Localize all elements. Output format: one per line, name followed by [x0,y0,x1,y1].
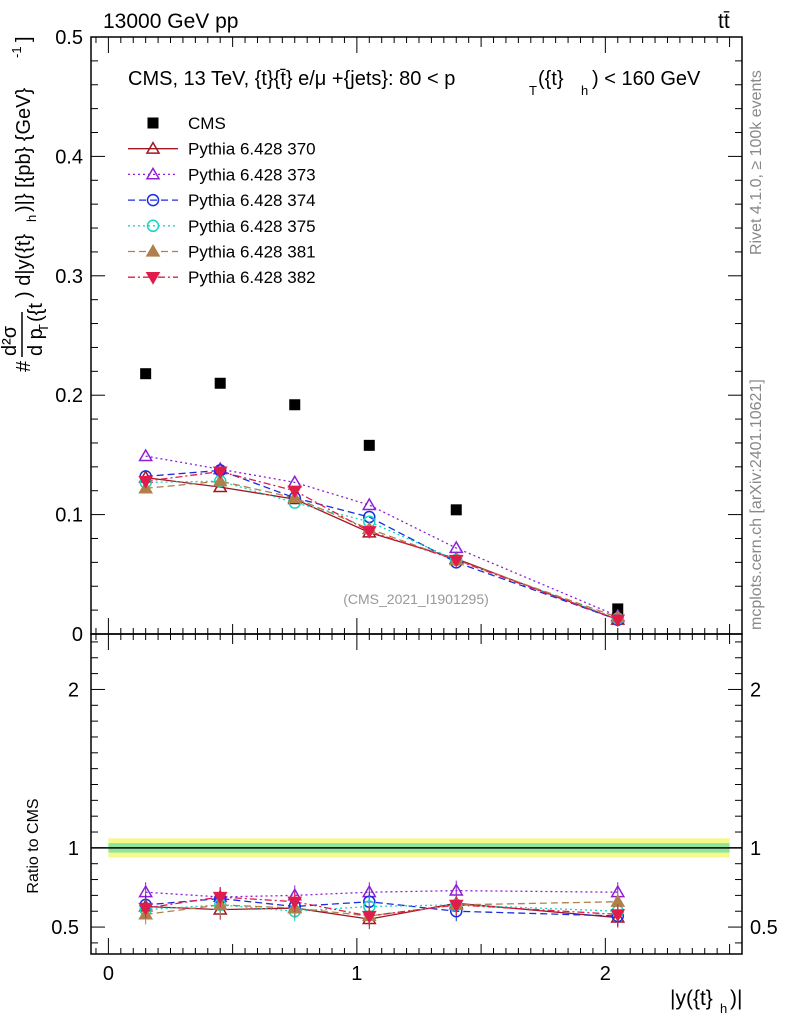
ratio-y-tick-label-right: 2 [750,679,761,701]
legend-pythia-6-428-375-marker [146,219,160,233]
main-pythia-6-428-382-point [212,466,228,480]
legend-pythia-6-428-375-label: Pythia 6.428 375 [188,217,316,236]
title-sub-h: h [581,83,588,98]
main-cms-point [140,368,152,380]
y-label-rest: ) d|y({t} [13,234,35,298]
main-pythia-6-428-382-line [145,470,618,621]
main-pythia-6-428-382-point [610,614,626,628]
main-pythia-6-428-382-point [361,526,377,539]
x-tick-label: 1 [351,963,362,985]
title-end: ) < 160 GeV [592,68,701,90]
mcplots-label: mcplots.cern.ch [arXiv:2401.10621] [748,379,765,630]
ratio-y-tick-label-left: 1 [68,838,79,860]
x-tick-label: 0 [103,963,114,985]
legend-pythia-6-428-382-marker [145,272,161,285]
title-sub-t: T [529,83,537,98]
ratio-pythia-6-428-373-line [145,889,618,898]
ratio-pythia-6-428-382-point [610,909,626,922]
main-y-tick-label: 0.2 [55,385,83,407]
y-label-denominator-sub: T [36,324,51,332]
legend-pythia-6-428-373-label: Pythia 6.428 373 [188,165,316,184]
y-label-rest-sub: h [24,215,39,222]
main-pythia-6-428-373-point [448,540,464,554]
main-pythia-6-428-382-point [448,554,464,568]
main-pythia-6-428-374-line [145,469,618,621]
legend-pythia-6-428-370-label: Pythia 6.428 370 [188,140,316,159]
main-pythia-6-428-373-point [138,448,154,462]
y-label-numerator: d²σ [0,325,21,356]
main-cms-point [214,377,226,389]
main-pythia-6-428-373-point [287,474,303,488]
ratio-y-tick-label-right: 1 [750,838,761,860]
main-cms-point [363,439,375,451]
ratio-pythia-6-428-382-point [138,902,154,916]
ratio-pythia-6-428-370-line [145,902,618,920]
ratio-pythia-6-428-382-point [361,910,377,924]
main-y-tick-label: 0.4 [55,146,83,168]
main-y-tick-label: 0.1 [55,505,83,527]
title-main: CMS, 13 TeV, {t}{t̄} e/μ +{jets}: 80 < p [128,68,455,90]
ratio-y-tick-label-right: 0.5 [750,917,778,939]
x-tick-label: 2 [600,963,611,985]
ratio-y-axis-label: Ratio to CMS [25,798,42,893]
legend-pythia-6-428-370-marker [145,141,161,154]
ratio-y-tick-label-left: 0.5 [51,917,79,939]
y-label-unit: )|} [{pb} {GeV} [13,87,35,212]
ratio-pythia-6-428-382-point [448,899,464,913]
legend-pythia-6-428-374-marker [146,193,160,207]
ratio-pythia-6-428-382-line [145,896,618,917]
y-label-close: ] [13,36,35,42]
main-pythia-6-428-381-line [145,480,618,618]
main-pythia-6-428-375-line [145,480,618,620]
legend-pythia-6-428-381-label: Pythia 6.428 381 [188,243,316,262]
x-label-main: |y({t} [670,987,713,1010]
main-pythia-6-428-373-point [361,497,377,511]
ratio-pythia-6-428-382-point [212,891,228,905]
ratio-pythia-6-428-382-point [287,896,303,910]
rivet-label: Rivet 4.1.0, ≥ 100k events [748,70,765,255]
main-pythia-6-428-382-point [287,485,303,499]
ratio-plot-frame [90,633,743,955]
main-pythia-6-428-381-point [212,473,228,487]
energy-label: 13000 GeV pp [103,10,238,33]
main-pythia-6-428-382-point [138,476,154,489]
y-label-hash: # [13,360,35,372]
legend-pythia-6-428-381-marker [145,243,161,257]
x-label-close: )| [730,987,742,1010]
main-pythia-6-428-373-line [145,455,619,617]
legend-pythia-6-428-373-marker [145,166,161,180]
x-axis-label: |y({t} h )| [670,987,742,1016]
main-cms-point [450,504,462,516]
y-label-denominator: d p [25,328,47,356]
y-label-unit-sup: -1 [9,46,24,58]
main-title: CMS, 13 TeV, {t}{t̄} e/μ +{jets}: 80 < p… [128,68,701,98]
ratio-pythia-6-428-381-line [145,901,618,917]
main-y-tick-label: 0.5 [55,27,83,49]
ratio-pythia-6-428-375-line [145,904,618,912]
legend-cms-marker [147,117,159,129]
ratio-y-tick-label-left: 2 [68,679,79,701]
main-cms-point [289,399,301,411]
main-y-axis-label: # d²σ d p T ({t ) d|y({t} h )|} [{pb} {G… [0,36,51,372]
main-y-zero-label: 0 [72,624,83,646]
x-label-sub: h [720,1001,727,1016]
legend-pythia-6-428-374-label: Pythia 6.428 374 [188,191,316,210]
process-label: tt̄ [718,10,730,33]
ratio-pythia-6-428-374-line [145,897,618,917]
analysis-watermark: (CMS_2021_I1901295) [343,591,489,607]
legend-cms-label: CMS [188,114,226,133]
y-label-denominator-tail: ({t [25,303,47,322]
title-mid: ({t} [538,68,564,90]
main-y-tick-label: 0.3 [55,266,83,288]
legend-pythia-6-428-382-label: Pythia 6.428 382 [188,268,316,287]
